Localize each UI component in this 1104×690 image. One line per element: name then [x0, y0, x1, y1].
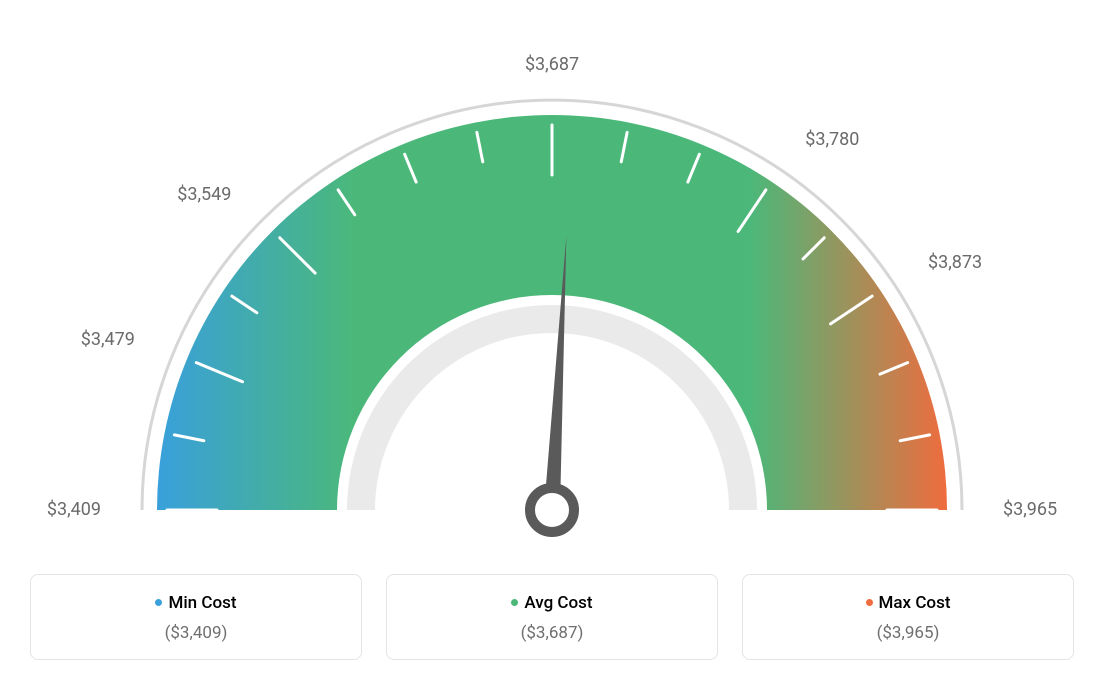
legend-title-max: Max Cost	[759, 593, 1057, 613]
legend-title-min: Min Cost	[47, 593, 345, 613]
legend-title-avg: Avg Cost	[403, 593, 701, 613]
gauge-tick-label: $3,687	[525, 54, 579, 75]
dot-icon	[511, 599, 518, 606]
legend-card-min: Min Cost ($3,409)	[30, 574, 362, 660]
dot-icon	[866, 599, 873, 606]
legend-title-max-text: Max Cost	[879, 593, 951, 613]
dot-icon	[155, 599, 162, 606]
legend-value-min: ($3,409)	[47, 623, 345, 643]
legend-value-avg: ($3,687)	[403, 623, 701, 643]
gauge-tick-label: $3,780	[805, 129, 859, 150]
chart-container: $3,409 $3,479 $3,549 $3,687 $3,780 $3,873 $3,9…	[0, 0, 1104, 690]
legend-card-avg: Avg Cost ($3,687)	[386, 574, 718, 660]
gauge-svg	[0, 40, 1104, 600]
legend-row: Min Cost ($3,409) Avg Cost ($3,687) Max …	[30, 574, 1074, 660]
legend-title-avg-text: Avg Cost	[524, 593, 592, 613]
gauge-tick-label: $3,965	[1003, 499, 1057, 520]
legend-title-min-text: Min Cost	[168, 593, 236, 613]
gauge-tick-label: $3,873	[928, 252, 982, 273]
gauge-tick-label: $3,549	[177, 184, 231, 205]
gauge-tick-label: $3,479	[81, 329, 135, 350]
gauge-tick-label: $3,409	[47, 499, 101, 520]
legend-value-max: ($3,965)	[759, 623, 1057, 643]
legend-card-max: Max Cost ($3,965)	[742, 574, 1074, 660]
gauge-chart: $3,409 $3,479 $3,549 $3,687 $3,780 $3,873 $3,9…	[0, 0, 1104, 560]
